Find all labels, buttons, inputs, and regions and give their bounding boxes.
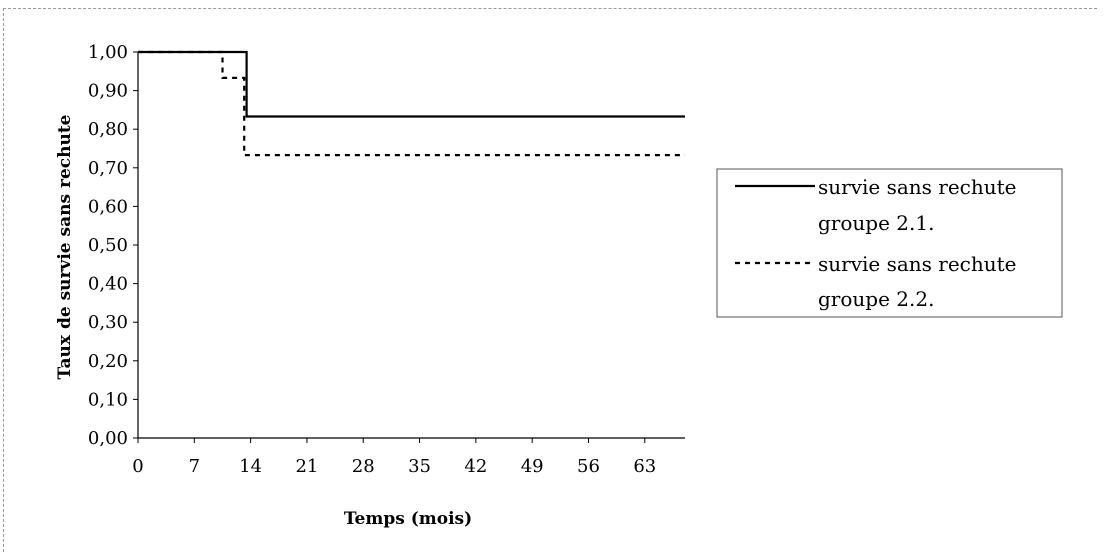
y-tick-label: 0,50 — [88, 235, 128, 256]
y-tick-label: 0,10 — [88, 389, 128, 410]
legend-label-groupe-2-2-line1: survie sans rechute — [818, 252, 1017, 276]
chart-frame — [3, 8, 1097, 552]
legend: survie sans rechute groupe 2.1. survie s… — [716, 168, 1063, 318]
x-tick-label: 28 — [352, 456, 375, 477]
legend-label-groupe-2-1-line2: groupe 2.1. — [818, 211, 934, 235]
x-tick-label: 63 — [633, 456, 656, 477]
x-axis-title: Temps (mois) — [344, 509, 472, 529]
y-tick-label: 0,20 — [88, 351, 128, 372]
series-line-groupe-2-2 — [138, 50, 685, 157]
y-tick-label: 0,70 — [88, 158, 128, 179]
y-axis-title: Taux de survie sans rechute — [55, 114, 75, 379]
y-tick-label: 0,90 — [88, 81, 128, 102]
x-tick-label: 21 — [295, 456, 318, 477]
x-tick-label: 42 — [464, 456, 487, 477]
x-tick-label: 35 — [408, 456, 431, 477]
legend-label-groupe-2-2-line2: groupe 2.2. — [818, 287, 934, 311]
x-tick-label: 49 — [521, 456, 544, 477]
series-line-groupe-2-1 — [138, 50, 685, 118]
y-tick-label: 0,40 — [88, 274, 128, 295]
x-tick-label: 14 — [239, 456, 262, 477]
y-tick-label: 0,00 — [88, 428, 128, 449]
x-tick-label: 0 — [132, 456, 143, 477]
y-tick-label: 0,60 — [88, 196, 128, 217]
y-tick-label: 0,30 — [88, 312, 128, 333]
legend-label-groupe-2-1-line1: survie sans rechute — [818, 175, 1017, 199]
y-tick-label: 0,80 — [88, 119, 128, 140]
y-tick-label: 1,00 — [88, 42, 128, 63]
legend-box — [716, 168, 1063, 318]
x-tick-label: 7 — [189, 456, 200, 477]
x-tick-label: 56 — [577, 456, 600, 477]
